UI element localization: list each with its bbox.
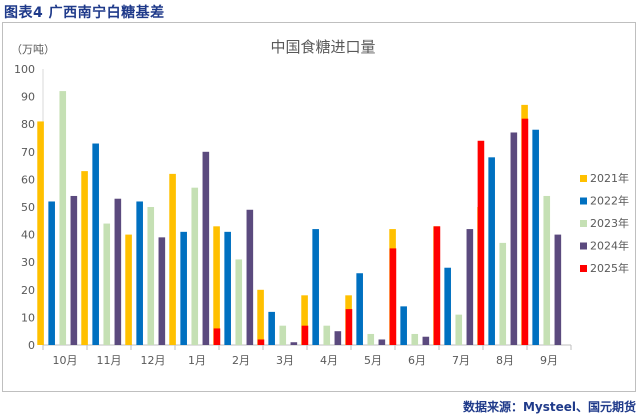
legend-swatch [580, 220, 587, 227]
bar [444, 267, 451, 345]
bar [356, 273, 363, 345]
legend-swatch [580, 265, 587, 272]
bar [70, 195, 78, 345]
bar [543, 195, 551, 345]
bar [521, 118, 529, 346]
legend-label: 2024年 [590, 239, 629, 253]
chart-title: 中国食糖进口量 [270, 38, 375, 56]
bar [334, 331, 342, 345]
bar [147, 207, 155, 345]
legend-label: 2025年 [590, 261, 629, 275]
bar [235, 259, 243, 345]
bar [136, 201, 143, 345]
bar [345, 309, 353, 345]
bar [411, 333, 419, 345]
bar [455, 314, 463, 345]
bar [290, 342, 298, 345]
y-tick-label: 60 [21, 173, 35, 186]
bar [301, 325, 309, 345]
x-tick-label: 7月 [452, 354, 470, 367]
bar [37, 121, 44, 345]
bar [510, 132, 518, 345]
bar [532, 129, 539, 345]
bar [202, 151, 210, 345]
bar [400, 306, 407, 345]
x-tick-label: 1月 [188, 354, 206, 367]
x-axis: 10月 11月 12月 1月 2月 3月 4月 5月 6月 7月 8月 9月 [42, 344, 572, 367]
bar [191, 187, 199, 345]
y-tick-label: 70 [21, 146, 35, 159]
bar [257, 339, 265, 345]
legend-swatch [580, 242, 587, 250]
legend: 2021年 2022年 2023年 2024年 2025年 [580, 171, 629, 275]
y-tick-label: 20 [21, 284, 35, 297]
x-tick-label: 3月 [276, 354, 294, 367]
y-tick-label: 90 [21, 91, 35, 104]
bar [224, 231, 231, 345]
y-tick-label: 50 [21, 201, 35, 214]
bar [422, 336, 430, 345]
bar [488, 157, 495, 345]
figure-title: 图表4 广西南宁白糖基差 [4, 5, 165, 21]
x-tick-label: 11月 [97, 354, 122, 367]
bar [169, 173, 176, 345]
bar [180, 231, 187, 345]
bar [378, 339, 386, 345]
x-tick-label: 8月 [496, 354, 514, 367]
legend-label: 2023年 [590, 216, 629, 230]
legend-label: 2022年 [590, 194, 629, 208]
x-tick-label: 5月 [364, 354, 382, 367]
bar [477, 140, 485, 345]
y-axis-unit-label: （万吨） [11, 43, 55, 56]
x-tick-label: 12月 [141, 354, 166, 367]
bar [158, 237, 166, 345]
y-tick-label: 40 [21, 229, 35, 242]
y-tick-label: 10 [21, 311, 35, 324]
bar [257, 289, 264, 345]
bar [312, 229, 319, 345]
bar [103, 223, 111, 345]
bar [499, 242, 507, 345]
data-source: 数据来源：Mysteel、国元期货 [462, 400, 636, 414]
y-tick-label: 30 [21, 256, 35, 269]
bar [367, 333, 375, 345]
legend-label: 2021年 [590, 171, 629, 185]
bar [114, 198, 122, 345]
bar [213, 226, 220, 345]
bar [433, 226, 441, 345]
x-tick-label: 10月 [53, 354, 78, 367]
chart-frame: 中国食糖进口量 （万吨） 0 10 20 30 40 50 60 70 80 90 100 10月 1… [2, 22, 636, 392]
bar [268, 311, 275, 345]
x-tick-label: 4月 [320, 354, 338, 367]
bar [554, 234, 562, 345]
x-tick-label: 9月 [540, 354, 558, 367]
bar [301, 295, 308, 345]
bar [466, 229, 474, 345]
bar [213, 328, 221, 345]
bar [92, 143, 99, 345]
bar [246, 209, 254, 345]
y-tick-label: 100 [14, 63, 35, 76]
x-tick-label: 2月 [232, 354, 250, 367]
bars [37, 91, 562, 346]
bar [323, 325, 331, 345]
bar [389, 248, 397, 345]
bar [81, 171, 88, 345]
bar [125, 234, 132, 345]
y-tick-label: 0 [28, 339, 35, 352]
bar [279, 325, 287, 345]
bar [59, 91, 67, 345]
bar [48, 201, 55, 345]
x-tick-label: 6月 [408, 354, 426, 367]
legend-swatch [580, 197, 587, 205]
legend-swatch [580, 175, 587, 182]
y-axis: 0 10 20 30 40 50 60 70 80 90 100 [14, 63, 44, 352]
y-tick-label: 80 [21, 118, 35, 131]
